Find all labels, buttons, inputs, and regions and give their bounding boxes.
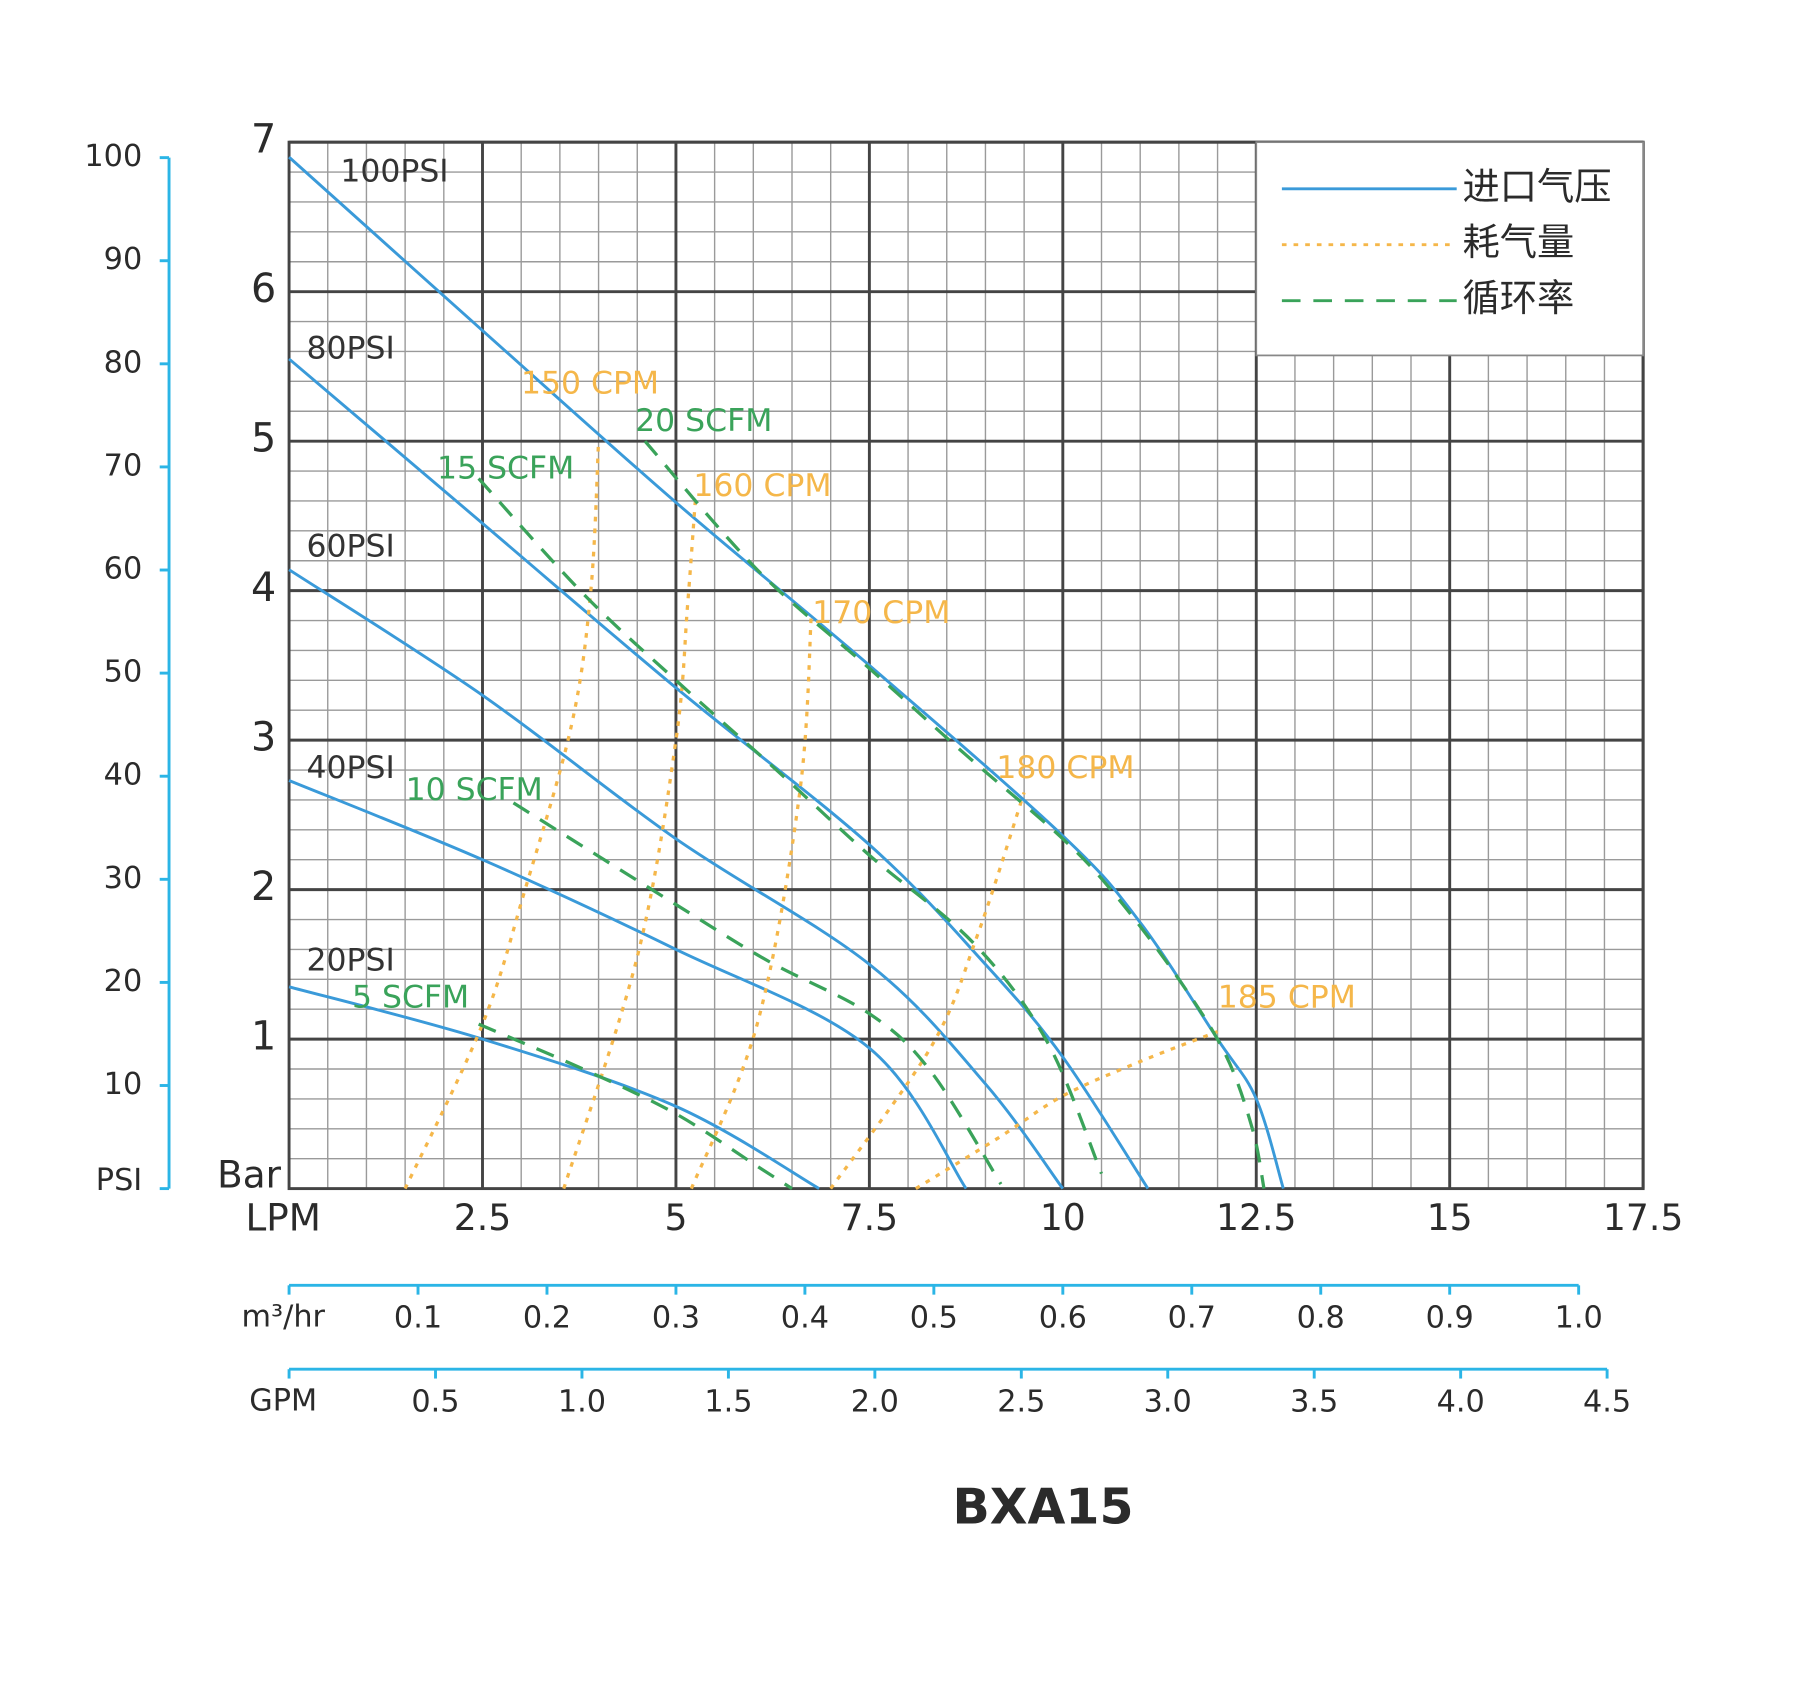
y2-tick-label: 30 — [104, 861, 143, 896]
x-tick-label: 2.5 — [454, 1196, 511, 1239]
series-line — [512, 801, 1003, 1185]
secondary-tick-label: 0.4 — [781, 1301, 829, 1336]
series-label: 20PSI — [307, 942, 395, 978]
series-label: 60PSI — [307, 529, 395, 565]
series-label: 40PSI — [307, 750, 395, 786]
y-tick-label: 7 — [251, 117, 276, 163]
secondary-tick-label: 0.2 — [523, 1301, 571, 1336]
series-label: 80PSI — [307, 331, 395, 367]
series-line — [689, 612, 813, 1190]
x-tick-label: 15 — [1427, 1196, 1473, 1239]
series-line — [288, 568, 1064, 1190]
series-label: 185 CPM — [1218, 980, 1356, 1016]
x-tick-label: 7.5 — [841, 1196, 898, 1239]
secondary-axis-label: GPM — [249, 1383, 317, 1418]
series-label: 15 SCFM — [437, 451, 574, 487]
series-line — [288, 779, 968, 1190]
secondary-tick-label: 3.0 — [1144, 1385, 1192, 1420]
legend-label: 耗气量 — [1463, 220, 1575, 264]
y-tick-label: 5 — [251, 416, 276, 462]
chart-title: BXA15 — [953, 1479, 1134, 1536]
series-label: 10 SCFM — [406, 772, 543, 808]
y-tick-label: 1 — [251, 1014, 276, 1060]
x-tick-label: 17.5 — [1603, 1196, 1683, 1239]
y-tick-label: 6 — [251, 266, 276, 312]
legend-label: 循环率 — [1463, 276, 1575, 320]
y2-tick-label: 90 — [104, 242, 143, 277]
secondary-tick-label: 0.5 — [910, 1301, 958, 1336]
series-label: 160 CPM — [693, 468, 831, 504]
legend-label: 进口气压 — [1463, 164, 1612, 208]
secondary-tick-label: 0.3 — [652, 1301, 700, 1336]
series-label: 150 CPM — [521, 366, 659, 402]
secondary-tick-label: 0.8 — [1297, 1301, 1345, 1336]
x-tick-label: 5 — [664, 1196, 687, 1239]
y2-tick-label: 60 — [104, 552, 143, 587]
secondary-tick-label: 0.9 — [1426, 1301, 1474, 1336]
series-line — [288, 985, 820, 1190]
y2-tick-label: 40 — [104, 758, 143, 793]
y2-tick-label: 10 — [104, 1067, 143, 1102]
secondary-tick-label: 0.1 — [394, 1301, 442, 1336]
x-tick-label: 10 — [1040, 1196, 1086, 1239]
series-line — [643, 440, 1266, 1189]
secondary-tick-label: 0.5 — [411, 1385, 459, 1420]
secondary-tick-label: 0.6 — [1039, 1301, 1087, 1336]
x-axis-label: LPM — [246, 1196, 321, 1240]
y-tick-label: 2 — [251, 864, 276, 910]
y2-tick-label: 50 — [104, 655, 143, 690]
y-tick-label: 4 — [251, 565, 276, 611]
y2-axis-label: PSI — [96, 1163, 142, 1198]
y2-tick-label: 70 — [104, 448, 143, 483]
secondary-tick-label: 4.5 — [1583, 1385, 1631, 1420]
series-line — [403, 441, 601, 1190]
series-label: 20 SCFM — [635, 403, 772, 439]
curves: 100PSI 80PSI 60PSI 40PSI 20PSI 150 CPM 160 CPM… — [288, 153, 1356, 1190]
series-label: 100PSI — [340, 153, 448, 189]
y2-tick-label: 100 — [84, 139, 142, 174]
secondary-tick-label: 1.0 — [1555, 1301, 1603, 1336]
series-label: 180 CPM — [996, 750, 1134, 786]
y-tick-label: 3 — [251, 715, 276, 761]
series-label: 170 CPM — [812, 595, 950, 631]
series-line — [477, 477, 1104, 1175]
series-line — [829, 791, 1026, 1190]
secondary-tick-label: 2.5 — [997, 1385, 1045, 1420]
secondary-tick-label: 3.5 — [1290, 1385, 1338, 1420]
secondary-tick-label: 2.0 — [851, 1385, 899, 1420]
y-axis-label: Bar — [217, 1152, 281, 1196]
series-line — [288, 357, 1150, 1190]
series-line — [477, 1022, 793, 1190]
secondary-tick-label: 1.5 — [704, 1385, 752, 1420]
series-line — [288, 156, 1285, 1190]
secondary-axis-label: m³/hr — [241, 1299, 325, 1334]
x-tick-label: 12.5 — [1216, 1196, 1296, 1239]
series-label: 5 SCFM — [352, 980, 469, 1016]
y2-tick-label: 80 — [104, 345, 143, 380]
secondary-tick-label: 4.0 — [1437, 1385, 1485, 1420]
secondary-tick-label: 0.7 — [1168, 1301, 1216, 1336]
legend-box — [1255, 141, 1645, 357]
secondary-tick-label: 1.0 — [558, 1385, 606, 1420]
y2-tick-label: 20 — [104, 964, 143, 999]
series-line — [562, 500, 697, 1190]
